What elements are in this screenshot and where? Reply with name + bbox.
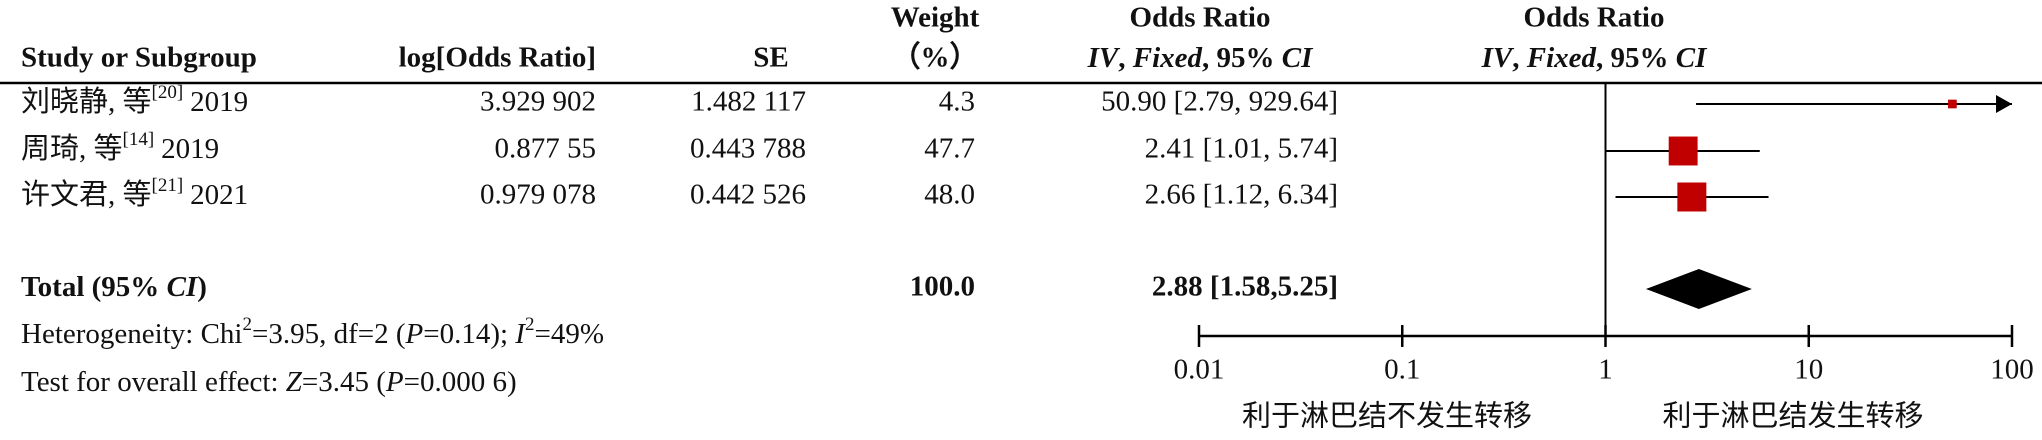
header-odds-ratio: Odds Ratio <box>1129 2 1270 34</box>
heterogeneity-part: 2 <box>242 314 252 335</box>
header-method: IV, Fixed, 95% CI <box>1481 42 1709 74</box>
or-ci: 50.90 [2.79, 929.64] <box>1101 86 1338 118</box>
header-method-part: , 95% <box>1596 42 1676 74</box>
overall-effect-part: =0.000 6) <box>404 366 517 398</box>
overall-effect-part: Test for overall effect: <box>21 366 286 398</box>
header-study: Study or Subgroup <box>21 42 257 74</box>
heterogeneity-part: =0.14); <box>423 318 515 350</box>
weight: 47.7 <box>924 133 975 165</box>
header-method-part: Fixed <box>1132 42 1203 74</box>
heterogeneity: Heterogeneity: Chi2=3.95, df=2 (P=0.14);… <box>21 314 604 350</box>
study-ref: [20] <box>152 82 184 103</box>
x-tick-label: 10 <box>1794 354 1823 386</box>
study-label: 周琦, 等[14] 2019 <box>21 129 219 165</box>
header-method-part: CI <box>1282 42 1314 74</box>
study-label: 刘晓静, 等[20] 2019 <box>21 82 248 118</box>
study-name: 许文君, 等 <box>21 178 152 211</box>
x-tick-label: 0.01 <box>1174 354 1225 386</box>
header-method-part: , <box>1118 42 1133 74</box>
overall-effect: Test for overall effect: Z=3.45 (P=0.000… <box>21 366 517 398</box>
header-method-part: IV <box>1087 42 1121 74</box>
heterogeneity-part: =49% <box>534 318 604 350</box>
log-or: 0.877 55 <box>495 133 597 165</box>
weight: 48.0 <box>924 179 975 211</box>
x-label-left: 利于淋巴结不发生转移 <box>1242 400 1532 433</box>
header-log-or: log[Odds Ratio] <box>399 42 596 74</box>
study-year: 2019 <box>161 133 219 165</box>
x-label-right: 利于淋巴结发生转移 <box>1662 400 1923 433</box>
header-method: IV, Fixed, 95% CI <box>1087 42 1315 74</box>
header-weight: Weight <box>891 2 980 34</box>
or-square <box>1677 182 1707 212</box>
x-tick-label: 100 <box>1990 354 2034 386</box>
total-label-part: Total (95% <box>21 271 167 303</box>
log-or: 3.929 902 <box>480 86 596 118</box>
overall-effect-part: Z <box>286 366 303 398</box>
study-ref: [14] <box>123 129 155 150</box>
header-method-part: , 95% <box>1202 42 1282 74</box>
header-odds-ratio: Odds Ratio <box>1523 2 1664 34</box>
or-ci: 2.41 [1.01, 5.74] <box>1145 133 1338 165</box>
se: 1.482 117 <box>691 86 806 118</box>
study-year: 2021 <box>190 179 248 211</box>
total-label-part: CI <box>167 271 199 303</box>
heterogeneity-part: I <box>514 318 526 350</box>
header-method-part: Fixed <box>1526 42 1597 74</box>
se: 0.442 526 <box>690 179 806 211</box>
x-tick-label: 1 <box>1598 354 1613 386</box>
heterogeneity-part: =3.95, df=2 ( <box>252 318 406 350</box>
log-or: 0.979 078 <box>480 179 596 211</box>
se: 0.443 788 <box>690 133 806 165</box>
total-label-part: ) <box>197 271 207 303</box>
total-diamond <box>1645 269 1752 309</box>
ci-arrow <box>1996 95 2012 113</box>
heterogeneity-part: 2 <box>525 314 535 335</box>
overall-effect-part: P <box>385 366 404 398</box>
header-method-part: , <box>1512 42 1527 74</box>
header-method-part: IV <box>1481 42 1515 74</box>
header-se: SE <box>753 42 788 74</box>
weight: 4.3 <box>939 86 975 118</box>
study-year: 2019 <box>190 86 248 118</box>
x-tick-label: 0.1 <box>1384 354 1420 386</box>
heterogeneity-part: Heterogeneity: Chi <box>21 318 242 350</box>
study-ref: [21] <box>152 175 184 196</box>
total-weight: 100.0 <box>910 271 975 303</box>
total-label: Total (95% CI) <box>21 271 207 303</box>
study-label: 许文君, 等[21] 2021 <box>21 175 248 211</box>
header-weight-unit: （%） <box>891 41 978 74</box>
study-name: 周琦, 等 <box>21 132 123 165</box>
total-or-ci: 2.88 [1.58,5.25] <box>1152 271 1338 303</box>
or-ci: 2.66 [1.12, 6.34] <box>1145 179 1338 211</box>
or-square <box>1668 136 1698 166</box>
study-name: 刘晓静, 等 <box>21 85 152 118</box>
overall-effect-part: =3.45 ( <box>302 366 386 398</box>
heterogeneity-part: P <box>405 318 424 350</box>
or-square <box>1948 99 1957 109</box>
header-method-part: CI <box>1676 42 1708 74</box>
